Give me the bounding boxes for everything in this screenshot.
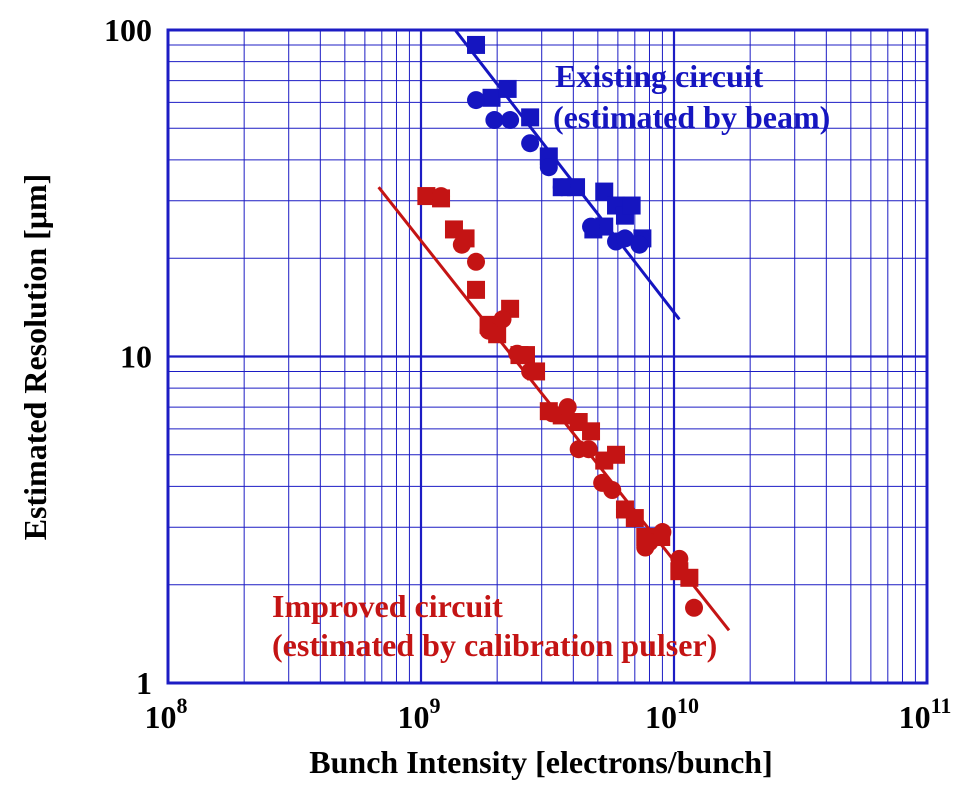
circle-marker xyxy=(582,217,601,236)
circle-marker xyxy=(521,362,540,381)
square-marker xyxy=(622,196,641,215)
circle-marker xyxy=(467,91,486,110)
existing-label-line1: Existing circuit xyxy=(555,58,764,94)
square-marker xyxy=(595,182,614,201)
circle-marker xyxy=(615,229,634,248)
grid xyxy=(168,30,927,683)
y-tick-label: 1 xyxy=(136,665,152,701)
circle-marker xyxy=(615,500,634,519)
square-marker xyxy=(595,217,614,236)
x-tick-label: 1010 xyxy=(645,693,699,735)
circle-marker xyxy=(485,111,504,130)
circle-marker xyxy=(630,235,649,254)
improved-label-line1: Improved circuit xyxy=(272,588,503,624)
plot-frame xyxy=(166,28,929,685)
circle-marker xyxy=(670,549,689,568)
y-axis-label: Estimated Resolution [μm] xyxy=(17,174,53,541)
square-marker xyxy=(521,108,540,127)
circle-marker xyxy=(432,187,451,206)
circle-marker xyxy=(479,321,498,340)
circle-marker xyxy=(493,310,512,329)
fit-line xyxy=(453,30,681,321)
existing-label-line2: (estimated by beam) xyxy=(553,99,830,135)
x-tick-label: 1011 xyxy=(899,693,952,735)
circle-marker xyxy=(640,533,659,552)
square-marker xyxy=(482,88,501,107)
circle-marker xyxy=(579,440,598,459)
square-marker xyxy=(607,445,626,464)
circle-marker xyxy=(552,178,571,197)
square-marker xyxy=(417,187,436,206)
x-tick-label: 109 xyxy=(398,693,441,735)
circle-marker xyxy=(521,134,540,153)
circle-marker xyxy=(558,398,577,417)
circle-marker xyxy=(603,481,622,500)
improved-label-line2: (estimated by calibration pulser) xyxy=(272,627,717,663)
data-points xyxy=(417,35,704,617)
circle-marker xyxy=(685,598,704,617)
square-marker xyxy=(498,79,517,98)
square-marker xyxy=(582,422,601,441)
circle-marker xyxy=(543,404,562,423)
circle-marker xyxy=(539,158,558,177)
circle-marker xyxy=(452,235,471,254)
x-axis-label: Bunch Intensity [electrons/bunch] xyxy=(309,744,772,780)
tick-labels: 108 109 1010 1011 1 10 100 xyxy=(104,12,951,735)
circle-marker xyxy=(508,344,527,363)
y-tick-label: 100 xyxy=(104,12,152,48)
square-marker xyxy=(467,280,486,299)
square-marker xyxy=(680,568,699,587)
circle-marker xyxy=(467,252,486,271)
circle-marker xyxy=(501,111,520,130)
y-tick-label: 10 xyxy=(120,339,152,375)
square-marker xyxy=(567,178,586,197)
x-tick-label: 108 xyxy=(145,693,188,735)
circle-marker xyxy=(653,523,672,542)
square-marker xyxy=(467,35,486,54)
